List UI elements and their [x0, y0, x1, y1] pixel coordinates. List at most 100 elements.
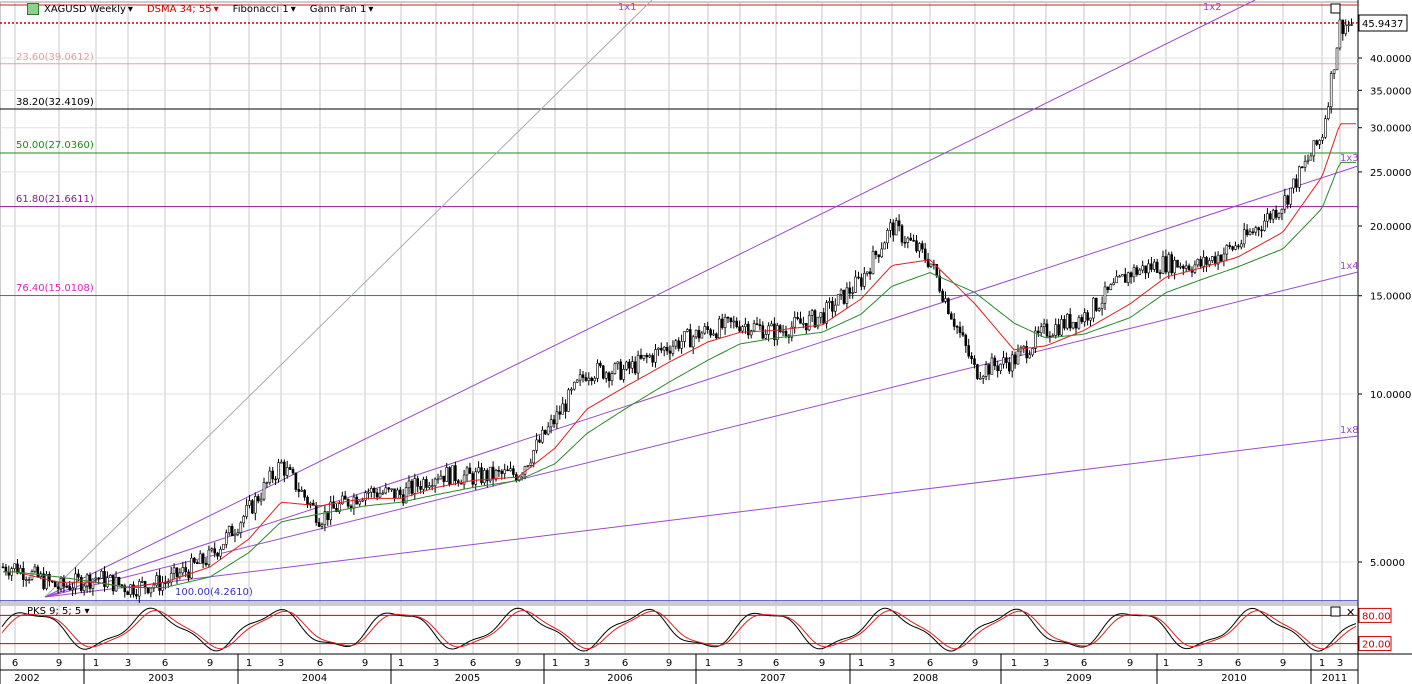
- gann-fan-line: [44, 0, 1256, 598]
- candle-body: [723, 316, 727, 328]
- candle-body: [181, 567, 185, 574]
- maximize-icon[interactable]: [1330, 3, 1341, 14]
- candle-body: [1234, 245, 1237, 250]
- candle-body: [773, 323, 776, 341]
- candle-body: [738, 326, 741, 332]
- candle-body: [1097, 308, 1101, 311]
- month-tick-label: 9: [972, 658, 978, 669]
- candle-body: [1240, 243, 1243, 248]
- candle-body: [1211, 256, 1214, 261]
- month-tick-label: 1: [858, 658, 864, 669]
- candle-body: [1184, 265, 1188, 269]
- candle-body: [906, 237, 910, 243]
- fib-level-label: 100.00(4.2610): [175, 587, 253, 598]
- candle-body: [915, 240, 918, 252]
- candle-body: [422, 479, 425, 490]
- candle-body: [909, 237, 913, 241]
- candle-body: [274, 478, 277, 481]
- oscillator-label[interactable]: PKS 9; 5; 5 ▾: [27, 606, 90, 617]
- candle-body: [709, 329, 712, 336]
- candle-body: [671, 345, 675, 354]
- candle-body: [755, 323, 759, 325]
- fibonacci-tool[interactable]: Fibonacci 1 ▾: [233, 2, 296, 16]
- candle-body: [282, 461, 286, 476]
- gann-fan[interactable]: 1x1 1x2 1x3 1x4 1x8: [44, 0, 1359, 598]
- candle-body: [100, 570, 103, 579]
- candle-body: [320, 524, 324, 527]
- fib-level-label: 61.80(21.6611): [16, 194, 94, 205]
- candle-body: [952, 318, 956, 327]
- candle-body: [451, 465, 454, 485]
- candle-body: [828, 300, 831, 303]
- fib-level-label: 23.60(39.0612): [16, 52, 94, 63]
- candle-body: [77, 573, 80, 578]
- oscillator-close-icon[interactable]: ✕: [1346, 606, 1355, 619]
- candle-body: [442, 475, 446, 482]
- candle-body: [361, 499, 364, 502]
- candle-body: [1228, 245, 1231, 247]
- candle-body: [109, 575, 112, 578]
- candle-body: [1298, 166, 1301, 188]
- candle-body: [532, 450, 536, 464]
- candle-body: [291, 469, 295, 474]
- candle-body: [1074, 321, 1078, 329]
- candle-body: [729, 317, 733, 323]
- candle-body: [871, 251, 875, 275]
- candle-body: [265, 482, 269, 484]
- candle-body: [1242, 229, 1246, 245]
- oscillator-maximize-icon[interactable]: [1330, 606, 1341, 617]
- candle-body: [819, 312, 823, 318]
- candle-body: [1158, 272, 1162, 274]
- candle-body: [427, 485, 431, 488]
- candle-body: [712, 333, 715, 336]
- candle-body: [1002, 357, 1005, 365]
- candle-body: [1176, 259, 1179, 268]
- candle-body: [1147, 263, 1150, 274]
- candle-body: [767, 325, 770, 335]
- candle-body: [242, 516, 245, 524]
- candle-body: [1257, 227, 1260, 231]
- candle-body: [599, 362, 602, 367]
- candle-body: [497, 469, 501, 472]
- candle-body: [358, 500, 362, 505]
- candle-body: [659, 347, 663, 351]
- candle-body: [65, 585, 69, 588]
- candle-body: [796, 317, 799, 320]
- candle-body: [697, 329, 701, 339]
- candle-body: [1138, 269, 1142, 275]
- candle-body: [996, 365, 1000, 371]
- symbol-selector[interactable]: XAGUSD Weekly ▾: [27, 2, 133, 16]
- candle-body: [42, 573, 45, 589]
- candle-body: [53, 581, 57, 588]
- candle-body: [222, 543, 225, 550]
- candle-body: [918, 243, 921, 252]
- gann-fan-label: 1x1: [618, 2, 637, 13]
- candle-body: [920, 243, 924, 250]
- dsma-indicator[interactable]: DSMA 34; 55 ▾: [147, 2, 219, 16]
- candle-body: [227, 525, 231, 534]
- fibonacci-levels[interactable]: 23.60(39.0612) 38.20(32.4109) 50.00(27.036…: [0, 4, 1358, 602]
- candle-body: [686, 329, 689, 332]
- gann-fan-line: [44, 435, 1359, 598]
- candle-body: [883, 242, 886, 250]
- candle-body: [1121, 274, 1124, 277]
- candle-body: [1327, 106, 1330, 119]
- candle-body: [1048, 335, 1052, 338]
- candle-body: [662, 346, 666, 351]
- last-price-label: 45.9437: [1362, 19, 1403, 30]
- month-tick-label: 3: [433, 658, 439, 669]
- gann-fan-tool[interactable]: Gann Fan 1 ▾: [310, 2, 374, 16]
- candle-body: [1054, 324, 1057, 336]
- candle-body: [471, 473, 475, 485]
- candle-body: [169, 572, 173, 583]
- candle-body: [138, 581, 141, 597]
- candle-body: [1124, 274, 1127, 283]
- candle-body: [509, 468, 512, 472]
- candle-body: [619, 361, 623, 380]
- candle-body: [210, 548, 214, 551]
- candle-body: [894, 220, 898, 236]
- candle-body: [816, 316, 820, 328]
- candle-body: [799, 318, 802, 324]
- candle-body: [590, 377, 594, 382]
